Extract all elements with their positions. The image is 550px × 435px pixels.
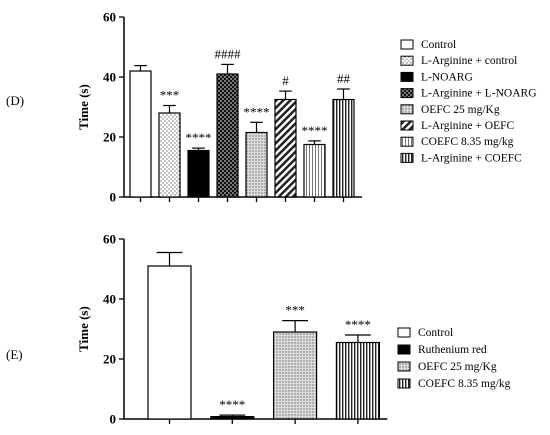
y-tick-label: 0	[110, 190, 117, 205]
significance-label: ***	[160, 88, 180, 103]
significance-label: ***	[285, 303, 305, 318]
legend-swatch	[400, 88, 414, 99]
legend-label: L-Arginine + OEFC	[421, 120, 514, 132]
legend-swatch	[400, 120, 414, 131]
legend-label: Ruthenium red	[418, 344, 487, 356]
legend-label: COEFC 8.35 mg/kg	[418, 378, 511, 390]
legend-swatch	[397, 361, 411, 372]
significance-label: ****	[186, 130, 212, 145]
significance-label: #	[282, 73, 289, 88]
bar-6	[274, 98, 297, 198]
y-axis-label: Time (s)	[76, 306, 91, 352]
bar-4	[216, 73, 239, 198]
bar-1	[147, 265, 192, 420]
legend-label: Control	[418, 327, 453, 339]
legend-label: OEFC 25 mg/Kg	[418, 361, 497, 373]
y-tick-label: 40	[103, 70, 116, 85]
significance-label: ****	[244, 104, 270, 119]
significance-label: ****	[219, 397, 245, 412]
legend-label: L-Arginine + L-NOARG	[421, 88, 537, 100]
significance-label: ####	[215, 46, 242, 61]
bar-4	[335, 341, 380, 420]
panel-label-d: (D)	[6, 93, 25, 108]
bar-3	[187, 149, 210, 198]
legend-swatch	[400, 39, 414, 50]
legend-swatch	[397, 327, 411, 338]
legend-swatch	[400, 152, 414, 163]
y-tick-label: 40	[103, 292, 116, 307]
legend-label: Control	[421, 39, 456, 51]
panel-label-e: (E)	[6, 347, 23, 362]
legend-swatch	[400, 71, 414, 82]
bar-2	[210, 416, 255, 420]
legend-swatch	[397, 378, 411, 389]
y-tick-label: 60	[103, 10, 116, 25]
legend-swatch	[400, 136, 414, 147]
bar-7	[303, 143, 326, 198]
legend-swatch	[400, 104, 414, 115]
legend-label: L-Arginine + COEFC	[421, 152, 522, 164]
significance-label: ##	[337, 71, 351, 86]
y-tick-label: 20	[103, 352, 116, 367]
y-tick-label: 20	[103, 130, 116, 145]
legend-label: L-NOARG	[421, 71, 473, 83]
y-tick-label: 60	[103, 232, 116, 247]
legend-swatch	[397, 344, 411, 355]
legend-label: L-Arginine + control	[421, 55, 517, 67]
significance-label: ****	[302, 123, 328, 138]
legend-swatch	[400, 55, 414, 66]
bar-1	[129, 70, 152, 198]
y-axis-label: Time (s)	[76, 84, 91, 130]
legend-label: OEFC 25 mg/Kg	[421, 104, 500, 116]
significance-label: ****	[345, 317, 371, 332]
y-tick-label: 0	[110, 412, 117, 427]
legend-label: COEFC 8.35 mg/kg	[421, 136, 514, 148]
bar-5	[245, 131, 268, 198]
bar-8	[332, 98, 355, 198]
bar-3	[273, 331, 318, 420]
bar-2	[158, 112, 181, 198]
